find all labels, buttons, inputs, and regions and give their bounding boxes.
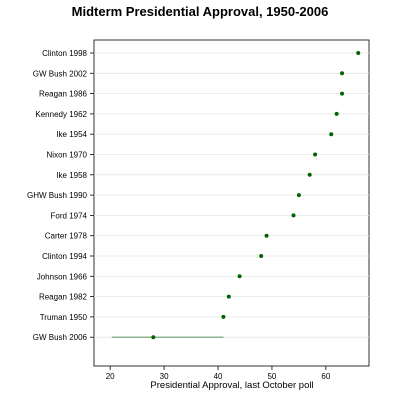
- data-point: [307, 172, 312, 177]
- category-label: Truman 1950: [40, 313, 88, 322]
- category-label: Kennedy 1962: [35, 110, 87, 119]
- category-label: Johnson 1966: [37, 272, 88, 281]
- data-point: [329, 132, 334, 137]
- data-point: [313, 152, 318, 157]
- x-axis-ticks: 20 30 40 50 60: [106, 366, 331, 381]
- data-point: [340, 71, 345, 76]
- category-label: Carter 1978: [45, 232, 88, 241]
- category-label: GHW Bush 1990: [27, 191, 88, 200]
- category-label: Clinton 1998: [42, 49, 87, 58]
- category-label: Nixon 1970: [47, 151, 88, 160]
- data-point: [356, 51, 361, 55]
- category-labels: Clinton 1998 GW Bush 2002 Reagan 1986 Kenne…: [27, 49, 94, 342]
- data-point: [291, 213, 296, 218]
- x-tick-label: 60: [321, 372, 330, 381]
- data-point: [334, 111, 339, 116]
- category-label: Ford 1974: [51, 211, 88, 220]
- data-point: [259, 254, 264, 258]
- data-point: [237, 274, 242, 279]
- point-layer: [151, 51, 361, 340]
- category-label: Clinton 1994: [42, 252, 87, 261]
- category-label: GW Bush 2006: [33, 333, 88, 342]
- data-point: [151, 335, 156, 340]
- x-tick-label: 50: [267, 372, 276, 381]
- x-tick-label: 40: [214, 372, 223, 381]
- data-point: [340, 91, 345, 96]
- category-label: Reagan 1986: [39, 90, 88, 99]
- x-tick-label: 30: [160, 372, 169, 381]
- data-point: [296, 193, 301, 198]
- data-point: [221, 314, 226, 319]
- grid-layer: [94, 52, 369, 338]
- category-label: Reagan 1982: [39, 293, 88, 302]
- data-point: [264, 233, 269, 238]
- data-point: [226, 294, 231, 299]
- category-label: Ike 1954: [56, 130, 87, 139]
- x-axis-title: Presidential Approval, last October poll: [150, 380, 313, 391]
- category-label: Ike 1958: [56, 171, 87, 180]
- category-label: GW Bush 2002: [33, 69, 88, 78]
- x-tick-label: 20: [106, 372, 115, 381]
- chart-title: Midterm Presidential Approval, 1950-2006: [71, 4, 329, 19]
- plot-frame: [93, 39, 370, 367]
